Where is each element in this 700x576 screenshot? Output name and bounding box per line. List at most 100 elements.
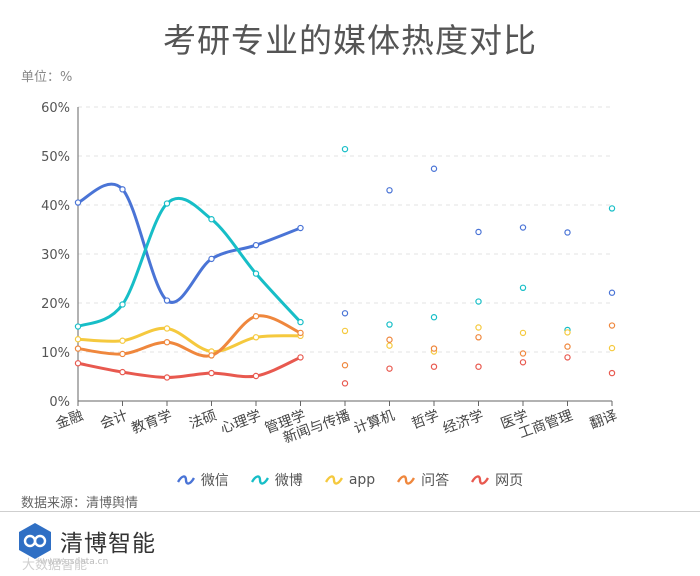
data-point-微博 (475, 298, 482, 305)
data-point-微信 (297, 224, 304, 232)
data-point-微信 (564, 229, 571, 236)
x-tick-label: 经济学 (441, 408, 486, 437)
x-tick-label: 翻译 (588, 408, 620, 433)
brand-block: 清博智能 (18, 522, 156, 560)
data-point-问答 (475, 334, 482, 341)
data-point-问答 (564, 343, 571, 350)
legend-swatch-icon (176, 475, 195, 485)
data-point-app (74, 336, 82, 343)
data-point-网页 (386, 365, 393, 372)
data-point-微博 (252, 270, 260, 277)
x-tick-label: 计算机 (352, 408, 397, 437)
x-tick-label: 金融 (54, 408, 86, 433)
data-point-问答 (119, 350, 126, 358)
y-tick-label: 0% (49, 395, 70, 410)
data-point-问答 (74, 345, 82, 352)
legend-label: 微信 (200, 473, 229, 489)
data-point-问答 (430, 345, 438, 352)
chart-title: 考研专业的媒体热度对比 (163, 21, 537, 60)
data-point-网页 (341, 380, 349, 387)
data-point-网页 (519, 359, 527, 366)
data-point-微信 (519, 224, 527, 231)
data-point-微信 (608, 289, 616, 296)
data-point-网页 (564, 354, 571, 361)
data-point-微信 (430, 165, 438, 172)
data-point-网页 (252, 372, 260, 380)
legend-swatch-icon (397, 475, 416, 485)
brand-logo-icon (19, 523, 51, 559)
y-tick-label: 30% (41, 248, 70, 263)
x-tick-label: 会计 (98, 408, 130, 433)
data-point-微博 (430, 314, 438, 321)
y-tick-label: 10% (41, 346, 70, 361)
data-point-问答 (297, 329, 304, 337)
data-point-网页 (208, 369, 215, 377)
data-point-网页 (297, 354, 304, 361)
data-point-网页 (163, 374, 171, 381)
series-line-微博 (77, 196, 302, 328)
data-point-问答 (608, 322, 616, 329)
data-point-微信 (252, 241, 260, 249)
data-point-微信 (119, 186, 126, 193)
y-tick-label: 20% (41, 297, 70, 312)
x-tick-label: 教育学 (129, 408, 174, 437)
data-point-微信 (74, 199, 82, 206)
legend-label: app (348, 472, 376, 488)
data-point-app (475, 324, 482, 331)
series-line-app (77, 326, 301, 354)
legend-item: 微信 (176, 470, 229, 490)
legend-label: 微博 (274, 473, 303, 489)
data-point-app (608, 344, 616, 352)
divider (0, 511, 700, 512)
legend-swatch-icon (250, 475, 269, 485)
data-point-微博 (608, 205, 616, 212)
data-point-问答 (208, 352, 215, 359)
data-point-微博 (519, 284, 527, 292)
legend-label: 网页 (495, 473, 524, 489)
data-point-微信 (475, 228, 482, 236)
data-point-微博 (119, 301, 126, 308)
brand-name: 清博智能 (60, 531, 156, 557)
x-tick-label: 法硕 (187, 408, 219, 433)
y-tick-label: 40% (41, 199, 70, 214)
y-tick-label: 60% (41, 101, 70, 116)
legend-swatch-icon (471, 475, 490, 485)
data-point-app (163, 325, 171, 332)
x-tick-label: 哲学 (410, 408, 442, 433)
data-point-微博 (208, 216, 215, 223)
data-point-app (386, 342, 393, 349)
legend: 微信 微博 app 问答 网页 (0, 470, 700, 490)
data-point-微博 (74, 323, 82, 330)
data-point-问答 (519, 350, 527, 357)
data-point-app (564, 329, 571, 336)
series-line-网页 (77, 356, 302, 379)
data-point-微博 (341, 145, 349, 153)
legend-swatch-icon (324, 475, 343, 485)
data-point-微信 (208, 255, 215, 263)
x-tick-label: 心理学 (218, 408, 263, 437)
data-source: 数据来源：清博舆情 (21, 496, 139, 511)
data-point-网页 (119, 368, 126, 376)
y-tick-label: 50% (41, 150, 70, 165)
data-point-网页 (74, 360, 82, 367)
data-point-问答 (163, 339, 171, 346)
legend-item: 网页 (471, 470, 523, 490)
data-point-网页 (430, 363, 438, 370)
line-chart: 0%10%20%30%40%50%60%金融 会计 教育学 法硕 心理学 管理学新闻与传播… (41, 101, 620, 447)
legend-label: 问答 (421, 473, 450, 489)
data-point-问答 (252, 313, 260, 320)
data-point-微博 (386, 321, 393, 328)
data-point-问答 (341, 362, 349, 369)
data-point-网页 (475, 363, 482, 370)
data-point-app (252, 334, 260, 341)
legend-item: 微博 (250, 470, 303, 490)
legend-item: 问答 (397, 470, 449, 490)
data-point-微信 (386, 187, 393, 194)
data-point-app (119, 337, 126, 344)
data-point-微信 (163, 297, 171, 304)
watermark: 大数据智能 (22, 558, 88, 573)
brand-url: www.gsdata.cn (40, 557, 109, 567)
data-point-微博 (297, 318, 304, 326)
unit-label: 单位：% (21, 70, 73, 85)
legend-item: app (324, 470, 376, 490)
